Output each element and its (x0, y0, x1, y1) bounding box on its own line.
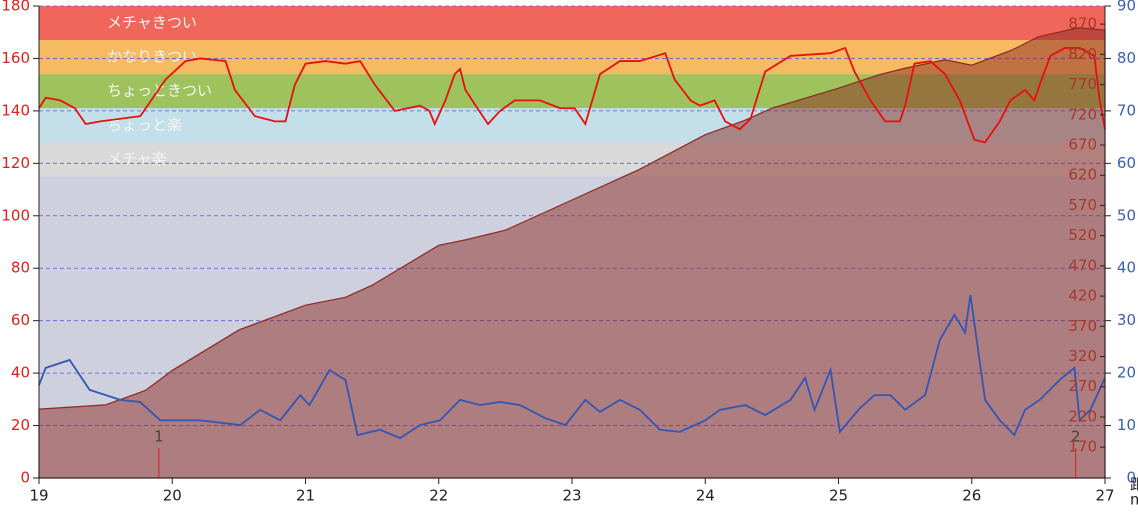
y2-tick-label: 670 (1068, 136, 1097, 154)
zone-label: メチャきつい (107, 14, 197, 32)
x-tick-label: 24 (696, 487, 715, 505)
zone-band (39, 6, 1105, 41)
lap-marker-label: 1 (154, 428, 164, 446)
zone-label: ちょっときつい (107, 82, 212, 100)
y3-tick-label: 90 (1117, 0, 1136, 15)
y3-tick-label: 70 (1117, 101, 1136, 119)
y3-tick-label: 10 (1117, 416, 1136, 434)
zone-label: メチャ楽 (107, 150, 167, 168)
lap-marker-label: 2 (1071, 428, 1081, 446)
y-tick-label: 40 (11, 364, 30, 382)
y3-tick-label: 80 (1117, 49, 1136, 67)
zone-label: ちょっと楽 (107, 116, 182, 134)
y2-tick-label: 470 (1068, 256, 1097, 274)
zone-label: かなりきつい (107, 48, 197, 66)
x-tick-label: 19 (29, 487, 48, 505)
x-tick-label: 23 (562, 487, 581, 505)
y2-tick-label: 520 (1068, 226, 1097, 244)
y-tick-label: 140 (1, 101, 30, 119)
y3-tick-label: 60 (1117, 154, 1136, 172)
y3-tick-label: 50 (1117, 206, 1136, 224)
x-tick-label: 21 (296, 487, 315, 505)
x-axis-label: 距 (1130, 476, 1138, 494)
y2-tick-label: 320 (1068, 347, 1097, 365)
y2-tick-label: 720 (1068, 105, 1097, 123)
y3-tick-label: 40 (1117, 259, 1136, 277)
y2-tick-label: 770 (1068, 75, 1097, 93)
y2-tick-label: 870 (1068, 15, 1097, 33)
y3-tick-label: 30 (1117, 311, 1136, 329)
x-tick-label: 25 (829, 487, 848, 505)
elevation-area (38, 27, 1106, 479)
y2-tick-label: 220 (1068, 407, 1097, 425)
y2-tick-label: 420 (1068, 287, 1097, 305)
x-tick-label: 20 (163, 487, 182, 505)
y-tick-label: 80 (11, 259, 30, 277)
y-tick-label: 180 (1, 0, 30, 15)
y-tick-label: 60 (11, 311, 30, 329)
y3-tick-label: 0 (1126, 469, 1136, 487)
y3-tick-label: 20 (1117, 364, 1136, 382)
y2-tick-label: 370 (1068, 317, 1097, 335)
y2-tick-label: 270 (1068, 377, 1097, 395)
y-tick-label: 0 (20, 469, 30, 487)
x-tick-label: 22 (429, 487, 448, 505)
x-tick-label: 26 (962, 487, 981, 505)
y-tick-label: 100 (1, 206, 30, 224)
x-axis-unit: m (1130, 491, 1138, 509)
series-line (38, 294, 1106, 440)
y-tick-label: 120 (1, 154, 30, 172)
y-tick-label: 160 (1, 49, 30, 67)
y2-tick-label: 170 (1068, 438, 1097, 456)
y2-tick-label: 570 (1068, 196, 1097, 214)
y2-tick-label: 820 (1068, 45, 1097, 63)
y-tick-label: 20 (11, 416, 30, 434)
series-line (38, 46, 1106, 144)
y2-tick-label: 620 (1068, 166, 1097, 184)
x-tick-label: 27 (1095, 487, 1114, 505)
